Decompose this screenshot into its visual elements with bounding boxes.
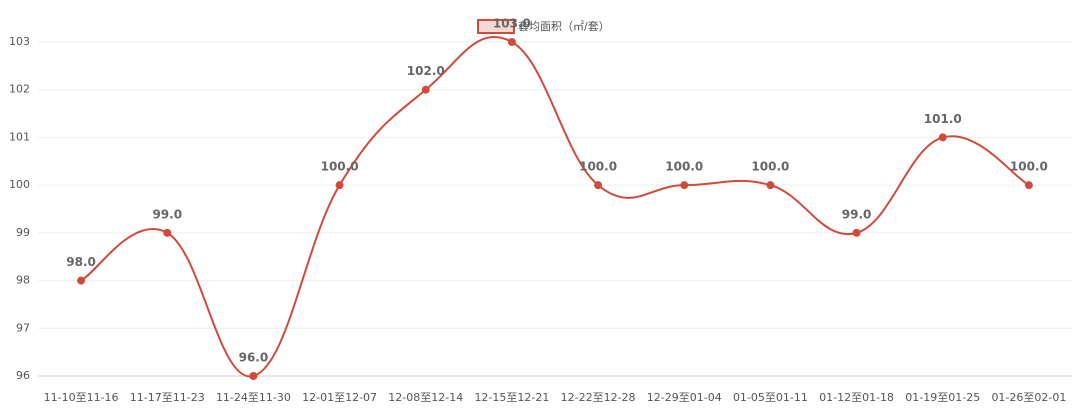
y-tick-label: 101 bbox=[9, 130, 30, 143]
data-label: 100.0 bbox=[579, 160, 617, 174]
data-label: 96.0 bbox=[239, 351, 269, 365]
data-label: 100.0 bbox=[665, 160, 703, 174]
y-tick-label: 99 bbox=[16, 226, 30, 239]
data-label: 98.0 bbox=[66, 255, 96, 269]
data-label: 99.0 bbox=[152, 207, 182, 221]
x-tick-label: 01-26至02-01 bbox=[991, 391, 1066, 404]
legend-swatch[interactable] bbox=[477, 19, 515, 34]
data-point bbox=[507, 38, 516, 46]
y-tick-label: 96 bbox=[16, 369, 30, 382]
data-point bbox=[594, 181, 603, 190]
x-tick-label: 01-19至01-25 bbox=[905, 391, 980, 404]
x-tick-label: 11-17至11-23 bbox=[130, 391, 205, 404]
x-tick-label: 12-08至12-14 bbox=[388, 391, 463, 404]
x-tick-label: 12-01至12-07 bbox=[302, 391, 377, 404]
x-tick-label: 01-05至01-11 bbox=[733, 391, 808, 404]
data-point bbox=[421, 85, 430, 94]
data-point bbox=[163, 228, 172, 237]
data-point bbox=[249, 372, 258, 380]
y-tick-label: 97 bbox=[16, 321, 30, 334]
data-label: 100.0 bbox=[321, 160, 359, 174]
x-tick-label: 12-22至12-28 bbox=[561, 391, 636, 404]
data-point bbox=[1024, 181, 1033, 190]
data-label: 101.0 bbox=[924, 112, 962, 126]
x-tick-label: 01-12至01-18 bbox=[819, 391, 894, 404]
data-point bbox=[938, 133, 947, 142]
x-tick-label: 12-29至01-04 bbox=[647, 391, 722, 404]
y-tick-label: 98 bbox=[16, 274, 30, 287]
data-point bbox=[852, 228, 861, 237]
x-tick-label: 12-15至12-21 bbox=[474, 391, 549, 404]
x-tick-label: 11-10至11-16 bbox=[44, 391, 119, 404]
y-tick-label: 102 bbox=[9, 83, 30, 96]
y-tick-label: 103 bbox=[9, 35, 30, 48]
data-label: 102.0 bbox=[407, 64, 445, 78]
data-label: 100.0 bbox=[751, 160, 789, 174]
data-point bbox=[335, 181, 344, 190]
series-line bbox=[80, 35, 1030, 378]
data-label: 100.0 bbox=[1010, 160, 1048, 174]
data-point bbox=[766, 181, 775, 190]
data-point bbox=[680, 181, 689, 190]
legend-label[interactable]: 套均面积（㎡/套） bbox=[518, 20, 610, 33]
data-label: 103.0 bbox=[493, 17, 531, 31]
data-label: 99.0 bbox=[842, 207, 872, 221]
y-tick-label: 100 bbox=[9, 178, 30, 191]
x-tick-label: 11-24至11-30 bbox=[216, 391, 291, 404]
data-point bbox=[77, 276, 86, 285]
